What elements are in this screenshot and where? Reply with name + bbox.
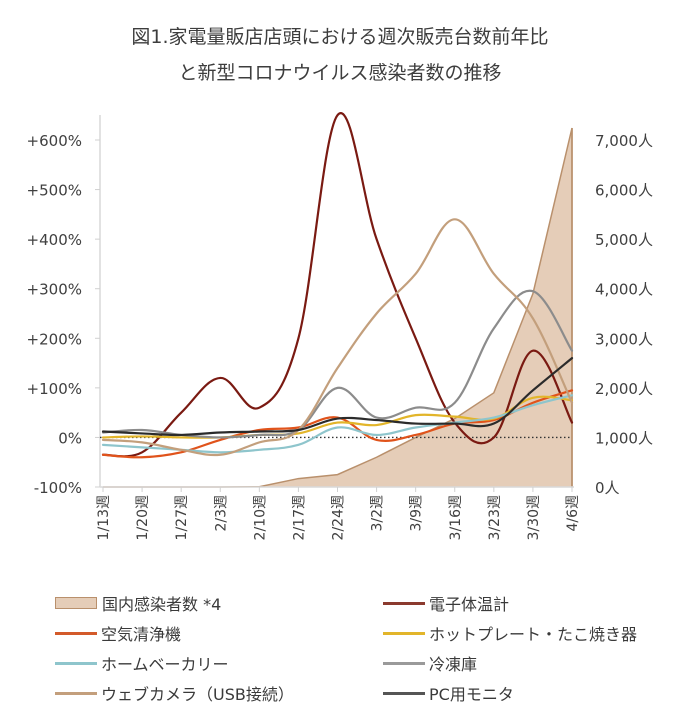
legend-item-thermometer: 電子体温計 [383,590,509,616]
legend-swatch-line [383,691,425,695]
legend-swatch-line [55,631,97,635]
y-left-tick-label: +100% [27,380,82,398]
legend-swatch-line [55,691,97,695]
legend-swatch-line [383,631,425,635]
area-infections [103,128,572,487]
x-tick-label: 1/13週 [96,495,112,540]
legend-item-hotplate: ホットプレート・たこ焼き器 [383,620,637,646]
y-left-tick-label: +300% [27,281,82,299]
y-left-tick-label: +600% [27,132,82,150]
x-tick-label: 3/9週 [409,495,425,532]
x-tick-label: 3/16週 [448,495,464,540]
y-right-tick-label: 0人 [595,479,620,497]
x-tick-label: 4/6週 [565,495,581,532]
legend-item-infections: 国内感染者数 *4 [55,590,221,616]
legend-label: 冷凍庫 [429,655,478,674]
legend-item-air-purifier: 空気清浄機 [55,620,181,646]
x-tick-label: 2/24週 [331,495,347,540]
legend-label: ホットプレート・たこ焼き器 [429,625,638,644]
legend-item-bread-maker: ホームベーカリー [55,650,229,676]
series-line-0: 電子体温計 [101,112,574,458]
legend-swatch-line [383,661,425,665]
y-right-tick-label: 6,000人 [595,182,653,200]
legend-label: 空気清浄機 [101,625,182,644]
y-right-tick-label: 2,000人 [595,380,653,398]
legend: 国内感染者数 *4 電子体温計 空気清浄機 ホットプレート・たこ焼き器 ホームベ… [0,588,680,713]
x-tick-label: 3/2週 [370,495,386,532]
legend-swatch-line [383,601,425,605]
y-right-tick-label: 5,000人 [595,231,653,249]
chart-title-line2: と新型コロナウイルス感染者数の推移 [178,62,502,84]
y-right-tick-label: 4,000人 [595,281,653,299]
legend-label: ホームベーカリー [101,655,229,674]
chart-title-line1: 図1.家電量販店店頭における週次販売台数前年比 [131,26,549,48]
x-tick-label: 2/10週 [252,495,268,540]
y-left-tick-label: +500% [27,182,82,200]
x-tick-label: 3/30週 [526,495,542,540]
legend-swatch-area [55,597,97,609]
y-left-tick-label: -100% [34,479,82,497]
x-tick-label: 1/27週 [174,495,190,540]
x-tick-label: 1/20週 [135,495,151,540]
y-left-tick-label: +400% [27,231,82,249]
x-tick-label: 2/17週 [291,495,307,540]
legend-label: 国内感染者数 *4 [102,595,222,614]
chart-plot: 電子体温計空気清浄機ホットプレート・たこ焼き器ホームベーカリー冷凍庫ウェブカメラ… [27,112,653,540]
series-line-5: ウェブカメラ（USB接続） [101,218,574,457]
lines-layer: 電子体温計空気清浄機ホットプレート・たこ焼き器ホームベーカリー冷凍庫ウェブカメラ… [101,112,574,459]
x-tick-label: 3/23週 [487,495,503,540]
labels-layer: -100% 0% +100% +200% +300% +400% +500% +600% 0人 1… [27,132,653,540]
legend-label: PC用モニタ [429,685,514,704]
y-right-tick-label: 3,000人 [595,330,653,348]
legend-label: ウェブカメラ（USB接続） [101,685,294,704]
y-left-tick-label: +200% [27,330,82,348]
legend-swatch-line [55,661,97,665]
x-tick-label: 2/3週 [213,495,229,532]
series-line-6: PC用モニタ [101,357,574,437]
legend-label: 電子体温計 [429,595,510,614]
y-right-tick-label: 7,000人 [595,132,653,150]
legend-item-freezer: 冷凍庫 [383,650,477,676]
y-left-tick-label: 0% [58,429,82,447]
y-right-tick-label: 1,000人 [595,429,653,447]
legend-item-webcam: ウェブカメラ（USB接続） [55,680,294,706]
legend-item-pc-monitor: PC用モニタ [383,680,514,706]
